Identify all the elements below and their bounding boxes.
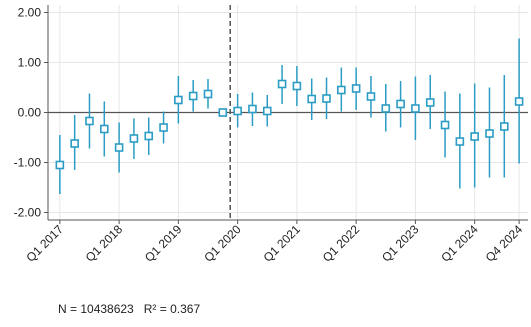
coefficient-marker [248,104,257,114]
sample-size-label: N = 10438623 [58,302,134,316]
chart-footnote: N = 10438623 R² = 0.367 [58,302,200,316]
y-tick-label: 1.00 [18,56,42,70]
x-tick-label: Q1 2021 [261,222,304,265]
coefficient-marker [351,84,361,93]
axes [44,5,528,224]
coefficient-marker [322,94,331,103]
coefficient-marker [411,104,420,113]
coefficient-marker [396,99,405,109]
coefficient-marker [159,123,168,132]
coefficient-marker [277,79,287,89]
coefficient-marker [485,129,494,138]
coefficient-marker [307,94,317,104]
x-tick-label: Q1 2020 [201,222,244,265]
coefficient-marker [99,124,109,134]
coefficient-marker [233,106,242,116]
coefficient-marker [470,132,479,141]
x-tick-label: Q1 2019 [142,222,185,265]
coefficient-marker [218,108,228,117]
coefficient-marker [440,120,450,130]
x-tick-labels: Q1 2017 Q1 2018 Q1 2019 Q1 2020 Q1 2021 Q1 20… [24,222,526,265]
y-tick-label: -2.00 [14,206,42,220]
coefficient-marker [337,85,346,95]
y-tick-labels: 2.00 1.00 0.00 -1.00 -2.00 [14,6,42,220]
x-tick-label: Q1 2023 [379,222,422,265]
coefficient-marker [499,122,509,131]
y-tick-label: -1.00 [14,156,42,170]
coefficient-marker [514,97,524,106]
coefficient-marker [292,81,302,91]
event-study-chart: 2.001.000.00-1.00-2.00 Q1 2017 Q1 2018 Q1 … [14,5,528,265]
coefficient-marker [114,143,124,152]
coefficient-marker [70,139,79,148]
coefficient-series [55,38,524,194]
x-tick-label: Q1 2022 [320,222,363,265]
coefficient-marker [55,160,65,170]
x-tick-label: Q1 2024 [438,222,481,265]
x-tick-label: Q1 2018 [83,222,126,265]
x-tick-label: Q4 2024 [483,222,526,265]
coefficient-marker [381,104,391,113]
coefficient-marker [85,116,94,126]
coefficient-marker [262,106,272,116]
coefficient-marker [174,95,183,105]
r-squared-label: R² = 0.367 [143,302,201,316]
coefficient-marker [188,91,198,101]
y-tick-label: 2.00 [18,6,42,20]
coefficient-marker [129,134,139,143]
coefficient-marker [425,98,435,107]
coefficient-marker [144,131,154,141]
coefficient-marker [455,137,465,146]
y-tick-label: 0.00 [18,106,42,120]
coefficient-marker [203,89,213,99]
x-tick-label: Q1 2017 [24,222,67,265]
coefficient-marker [366,92,376,101]
